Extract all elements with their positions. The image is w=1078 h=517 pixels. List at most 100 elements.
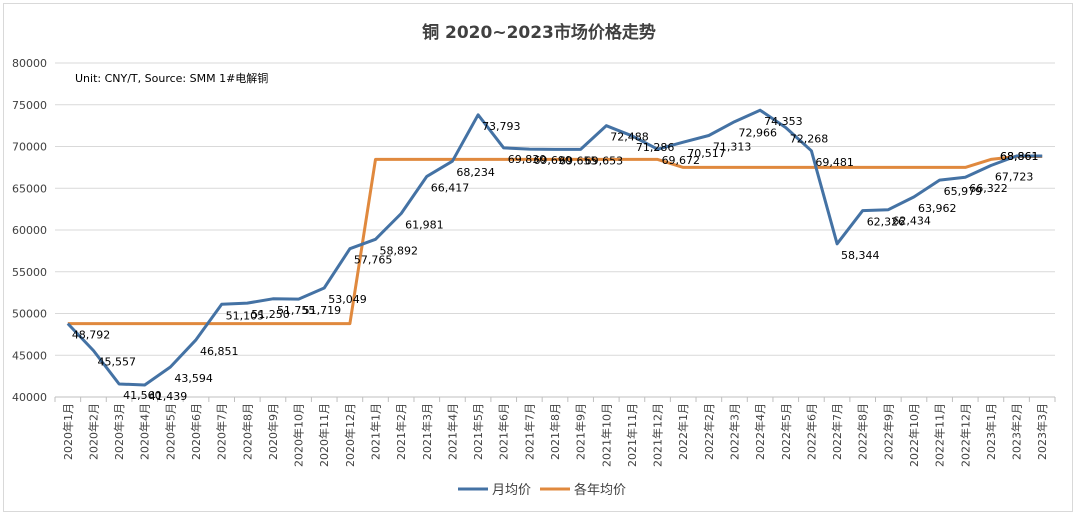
x-tick-label: 2022年8月 bbox=[856, 403, 870, 460]
data-label: 51,250 bbox=[251, 308, 289, 321]
data-label: 51,105 bbox=[226, 309, 265, 322]
data-label: 68,861 bbox=[1000, 150, 1039, 163]
x-tick-label: 2021年7月 bbox=[522, 403, 536, 460]
data-label: 68,861 bbox=[1000, 150, 1039, 163]
y-tick-label: 55000 bbox=[12, 266, 47, 279]
data-label: 72,966 bbox=[738, 127, 777, 140]
data-label: 71,286 bbox=[636, 141, 675, 154]
data-label: 53,049 bbox=[328, 293, 367, 306]
x-tick-label: 2021年9月 bbox=[574, 403, 588, 460]
x-tick-label: 2021年10月 bbox=[599, 403, 613, 467]
data-label: 69,830 bbox=[508, 153, 547, 166]
data-label: 45,557 bbox=[97, 356, 136, 369]
x-tick-label: 2020年11月 bbox=[317, 403, 331, 467]
y-tick-label: 65000 bbox=[12, 182, 47, 195]
data-label: 66,417 bbox=[431, 181, 470, 194]
x-tick-label: 2022年6月 bbox=[804, 403, 818, 460]
chart-annotation: Unit: CNY/T, Source: SMM 1#电解铜 bbox=[75, 71, 268, 85]
x-tick-label: 2020年2月 bbox=[86, 403, 100, 460]
series-line-monthly bbox=[66, 108, 1043, 387]
data-label: 43,594 bbox=[174, 372, 213, 385]
x-tick-label: 2021年1月 bbox=[369, 403, 383, 460]
y-tick-label: 75000 bbox=[12, 99, 47, 112]
data-label: 58,344 bbox=[841, 249, 880, 262]
data-label: 66,322 bbox=[969, 182, 1008, 195]
data-label: 74,353 bbox=[764, 115, 803, 128]
data-label: 41,439 bbox=[149, 390, 188, 403]
data-label: 46,851 bbox=[200, 345, 239, 358]
data-label: 67,723 bbox=[995, 171, 1034, 184]
x-tick-label: 2022年1月 bbox=[676, 403, 690, 460]
x-tick-label: 2022年3月 bbox=[727, 403, 741, 460]
legend: 月均价 各年均价 bbox=[458, 482, 626, 498]
series-lines bbox=[66, 108, 1043, 387]
x-tick-label: 2022年2月 bbox=[702, 403, 716, 460]
x-tick-label: 2021年6月 bbox=[497, 403, 511, 460]
y-tick-label: 40000 bbox=[12, 391, 47, 404]
x-tick-label: 2020年1月 bbox=[61, 403, 75, 460]
x-tick-label: 2022年11月 bbox=[933, 403, 947, 467]
x-tick-label: 2021年12月 bbox=[651, 403, 665, 467]
data-label: 69,653 bbox=[585, 154, 624, 167]
x-tick-label: 2021年11月 bbox=[625, 403, 639, 467]
y-tick-label: 45000 bbox=[12, 349, 47, 362]
data-label: 69,481 bbox=[815, 156, 854, 169]
x-tick-label: 2021年3月 bbox=[420, 403, 434, 460]
data-label: 72,268 bbox=[790, 133, 829, 146]
series-line-yearly bbox=[67, 155, 1043, 326]
chart-title: 铜 2020~2023市场价格走势 bbox=[422, 22, 656, 43]
x-tick-label: 2020年5月 bbox=[163, 403, 177, 460]
x-tick-label: 2020年4月 bbox=[138, 403, 152, 460]
data-label: 62,326 bbox=[867, 216, 906, 229]
y-axis-ticks: 40000 45000 50000 55000 60000 65000 70000 75000… bbox=[12, 57, 47, 404]
data-label: 57,765 bbox=[354, 254, 393, 267]
data-label: 71,313 bbox=[713, 141, 752, 154]
x-tick-label: 2020年7月 bbox=[215, 403, 229, 460]
y-tick-label: 80000 bbox=[12, 57, 47, 70]
data-label: 68,234 bbox=[456, 166, 495, 179]
data-label: 73,793 bbox=[482, 120, 520, 133]
data-label: 51,719 bbox=[303, 304, 342, 317]
x-tick-label: 2022年4月 bbox=[753, 403, 767, 460]
x-tick-label: 2021年5月 bbox=[471, 403, 485, 460]
data-label: 69,672 bbox=[662, 154, 701, 167]
y-tick-label: 60000 bbox=[12, 224, 47, 237]
data-label: 62,434 bbox=[892, 215, 931, 228]
data-label: 63,962 bbox=[918, 202, 957, 215]
data-label: 58,892 bbox=[380, 244, 419, 257]
data-label: 70,517 bbox=[687, 147, 726, 160]
x-tick-label: 2020年9月 bbox=[266, 403, 280, 460]
x-tick-label: 2023年1月 bbox=[984, 403, 998, 460]
data-label: 41,560 bbox=[123, 389, 162, 402]
x-tick-label: 2020年8月 bbox=[240, 403, 254, 460]
legend-label-monthly: 月均价 bbox=[492, 483, 531, 498]
gridlines bbox=[55, 62, 1055, 398]
x-axis-ticks: 2020年1月 2020年2月 2020年3月 2020年4月 2020年5月 2020年… bbox=[54, 397, 1056, 467]
x-tick-label: 2021年4月 bbox=[445, 403, 459, 460]
legend-label-yearly: 各年均价 bbox=[574, 482, 626, 498]
x-tick-label: 2020年6月 bbox=[189, 403, 203, 460]
x-tick-label: 2022年7月 bbox=[830, 403, 844, 460]
x-tick-label: 2022年5月 bbox=[779, 403, 793, 460]
data-label: 72,488 bbox=[610, 131, 649, 144]
data-label: 69,690 bbox=[533, 154, 572, 167]
x-tick-label: 2023年3月 bbox=[1035, 403, 1049, 460]
x-tick-label: 2021年8月 bbox=[548, 403, 562, 460]
y-tick-label: 70000 bbox=[12, 141, 47, 154]
x-tick-label: 2022年9月 bbox=[881, 403, 895, 460]
data-label: 65,979 bbox=[944, 185, 983, 198]
x-tick-label: 2022年12月 bbox=[958, 403, 972, 467]
x-tick-label: 2022年10月 bbox=[907, 403, 921, 467]
y-tick-label: 50000 bbox=[12, 308, 47, 321]
x-tick-label: 2020年3月 bbox=[112, 403, 126, 460]
data-label: 48,792 bbox=[72, 329, 111, 342]
x-tick-label: 2020年10月 bbox=[292, 403, 306, 467]
data-label: 69,655 bbox=[559, 154, 598, 167]
x-tick-label: 2023年2月 bbox=[1010, 403, 1024, 460]
data-label: 51,755 bbox=[277, 304, 316, 317]
data-label: 61,981 bbox=[405, 218, 444, 231]
x-tick-label: 2020年12月 bbox=[343, 403, 357, 467]
chart-frame bbox=[3, 3, 1073, 512]
